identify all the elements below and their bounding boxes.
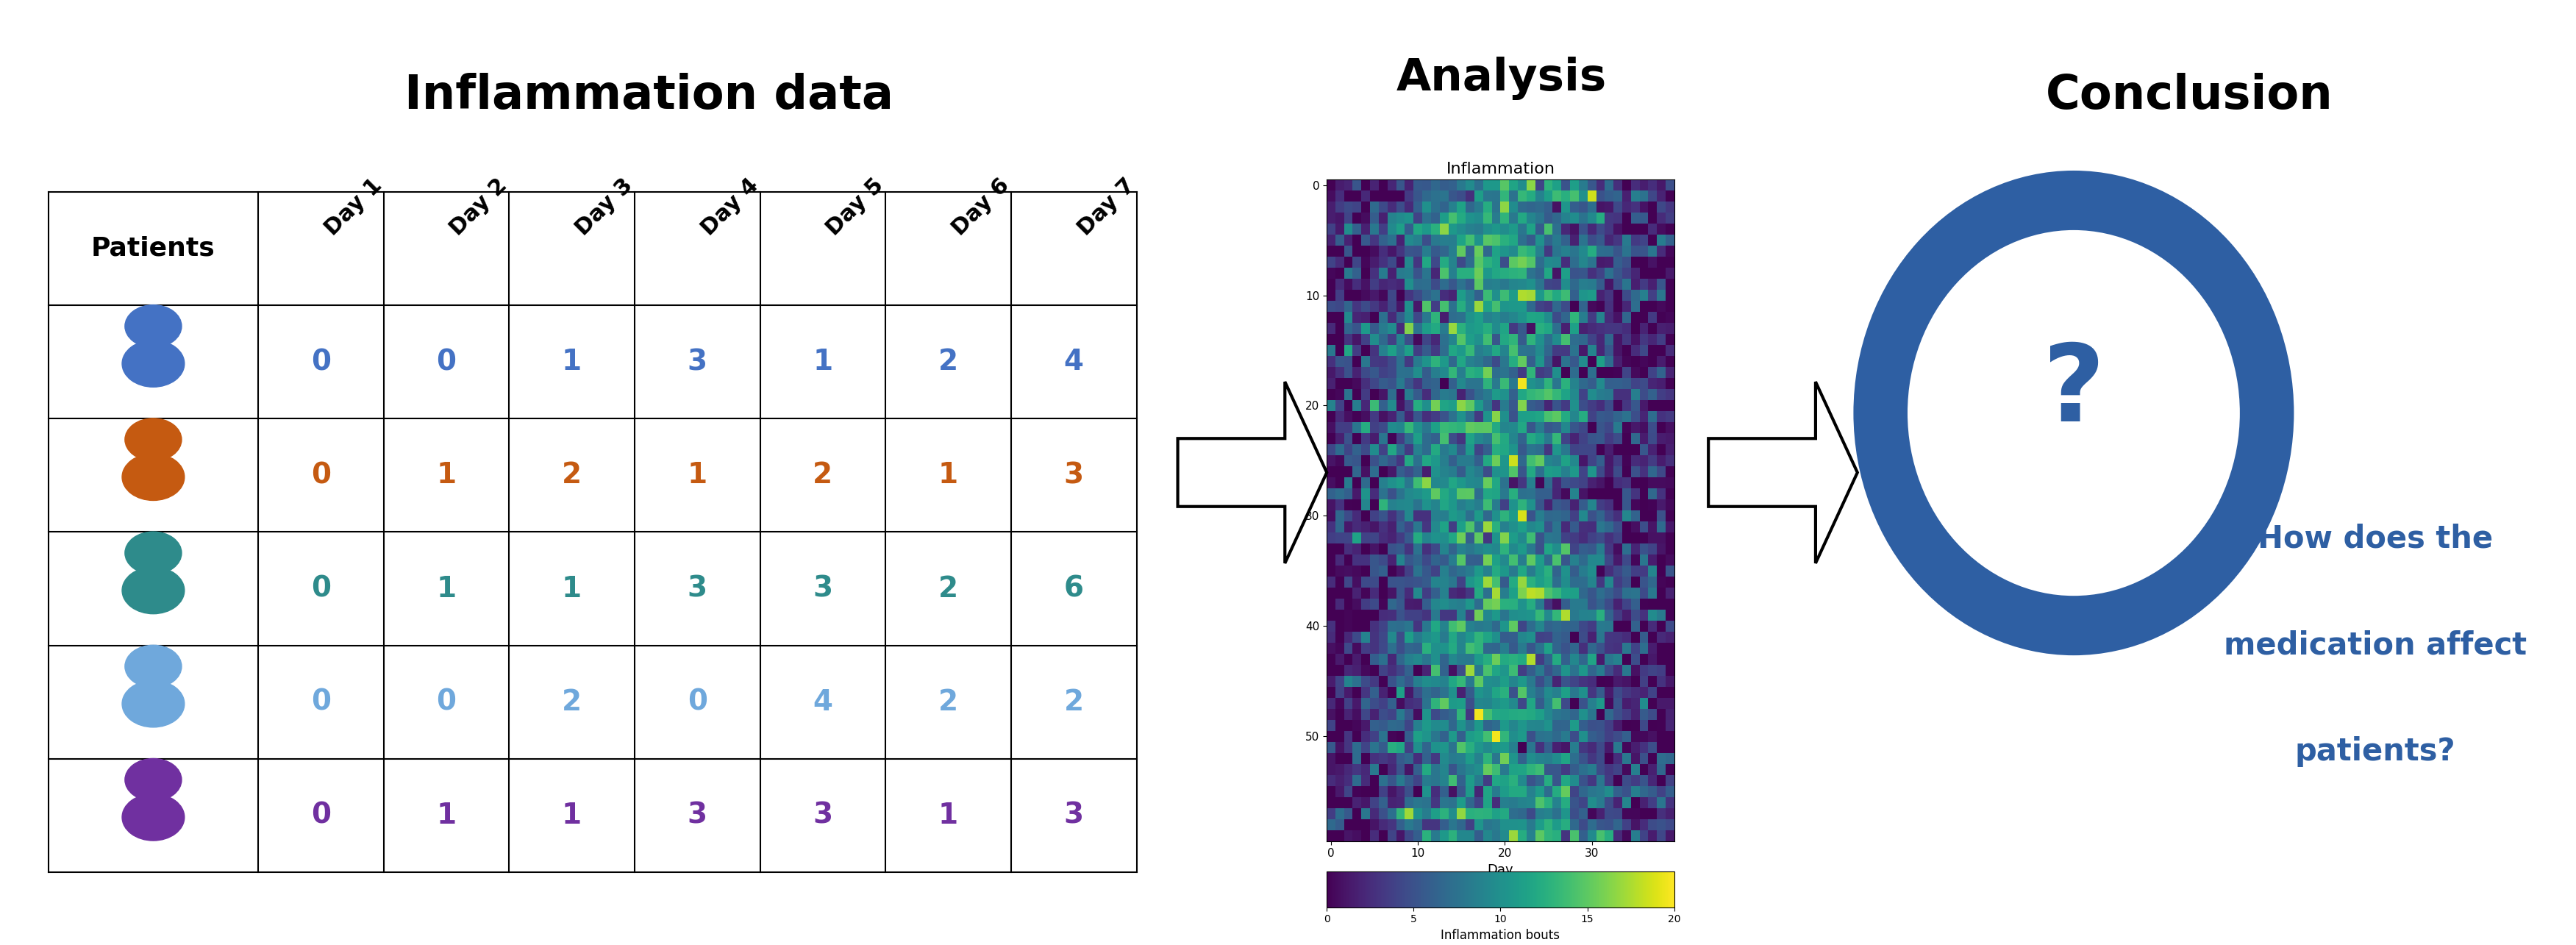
Text: Inflammation data: Inflammation data	[404, 73, 894, 118]
Text: 2: 2	[562, 688, 582, 716]
Y-axis label: Patient: Patient	[1288, 488, 1301, 533]
Text: Day 2: Day 2	[446, 175, 513, 240]
Text: Day 1: Day 1	[322, 175, 386, 240]
Circle shape	[124, 645, 180, 688]
Text: Day 4: Day 4	[698, 175, 762, 240]
Text: 1: 1	[814, 348, 832, 376]
Text: ?: ?	[2043, 340, 2105, 443]
Circle shape	[124, 759, 180, 801]
Text: 0: 0	[312, 688, 330, 716]
Text: Conclusion: Conclusion	[2045, 73, 2334, 118]
Text: patients?: patients?	[2295, 736, 2455, 767]
Circle shape	[1852, 170, 2295, 656]
Text: 0: 0	[312, 801, 330, 830]
Text: 6: 6	[1064, 575, 1084, 603]
X-axis label: Inflammation bouts: Inflammation bouts	[1440, 929, 1561, 942]
Text: 2: 2	[938, 348, 958, 376]
Text: 0: 0	[312, 575, 330, 603]
Text: 2: 2	[938, 688, 958, 716]
Text: 1: 1	[938, 801, 958, 830]
Text: 1: 1	[562, 575, 582, 603]
Text: Patients: Patients	[90, 236, 216, 261]
Text: 4: 4	[814, 688, 832, 716]
Text: 0: 0	[688, 688, 708, 716]
Text: 1: 1	[435, 801, 456, 830]
Polygon shape	[1177, 382, 1327, 563]
Text: 0: 0	[435, 688, 456, 716]
Text: 2: 2	[562, 461, 582, 490]
Text: Day 5: Day 5	[822, 175, 889, 240]
Text: 3: 3	[688, 801, 708, 830]
Text: 3: 3	[814, 801, 832, 830]
Text: Day 7: Day 7	[1074, 175, 1139, 240]
Text: 1: 1	[562, 348, 582, 376]
Text: 3: 3	[1064, 801, 1084, 830]
Polygon shape	[1708, 382, 1857, 563]
Text: 1: 1	[688, 461, 708, 490]
Text: Analysis: Analysis	[1396, 57, 1607, 100]
Ellipse shape	[121, 680, 185, 728]
Text: 4: 4	[1064, 348, 1084, 376]
Text: 2: 2	[938, 575, 958, 603]
Text: 1: 1	[435, 461, 456, 490]
Ellipse shape	[121, 567, 185, 614]
Text: medication affect: medication affect	[2223, 629, 2527, 661]
Text: 1: 1	[435, 575, 456, 603]
Text: 2: 2	[814, 461, 832, 490]
Circle shape	[124, 305, 180, 348]
Text: 0: 0	[312, 348, 330, 376]
Title: Inflammation: Inflammation	[1445, 162, 1556, 177]
Text: How does the: How does the	[2257, 524, 2494, 555]
X-axis label: Day: Day	[1486, 864, 1515, 877]
Text: 1: 1	[938, 461, 958, 490]
Ellipse shape	[121, 454, 185, 501]
Text: 2: 2	[1064, 688, 1084, 716]
Text: 0: 0	[435, 348, 456, 376]
Text: 3: 3	[1064, 461, 1084, 490]
Text: Day 3: Day 3	[572, 175, 636, 240]
Circle shape	[124, 419, 180, 461]
Text: 3: 3	[814, 575, 832, 603]
Ellipse shape	[121, 794, 185, 841]
Ellipse shape	[121, 340, 185, 387]
Circle shape	[1906, 230, 2241, 596]
Text: 1: 1	[562, 801, 582, 830]
Circle shape	[124, 532, 180, 575]
Text: 3: 3	[688, 348, 708, 376]
Text: 0: 0	[312, 461, 330, 490]
Text: Day 6: Day 6	[948, 175, 1012, 240]
Text: 3: 3	[688, 575, 708, 603]
